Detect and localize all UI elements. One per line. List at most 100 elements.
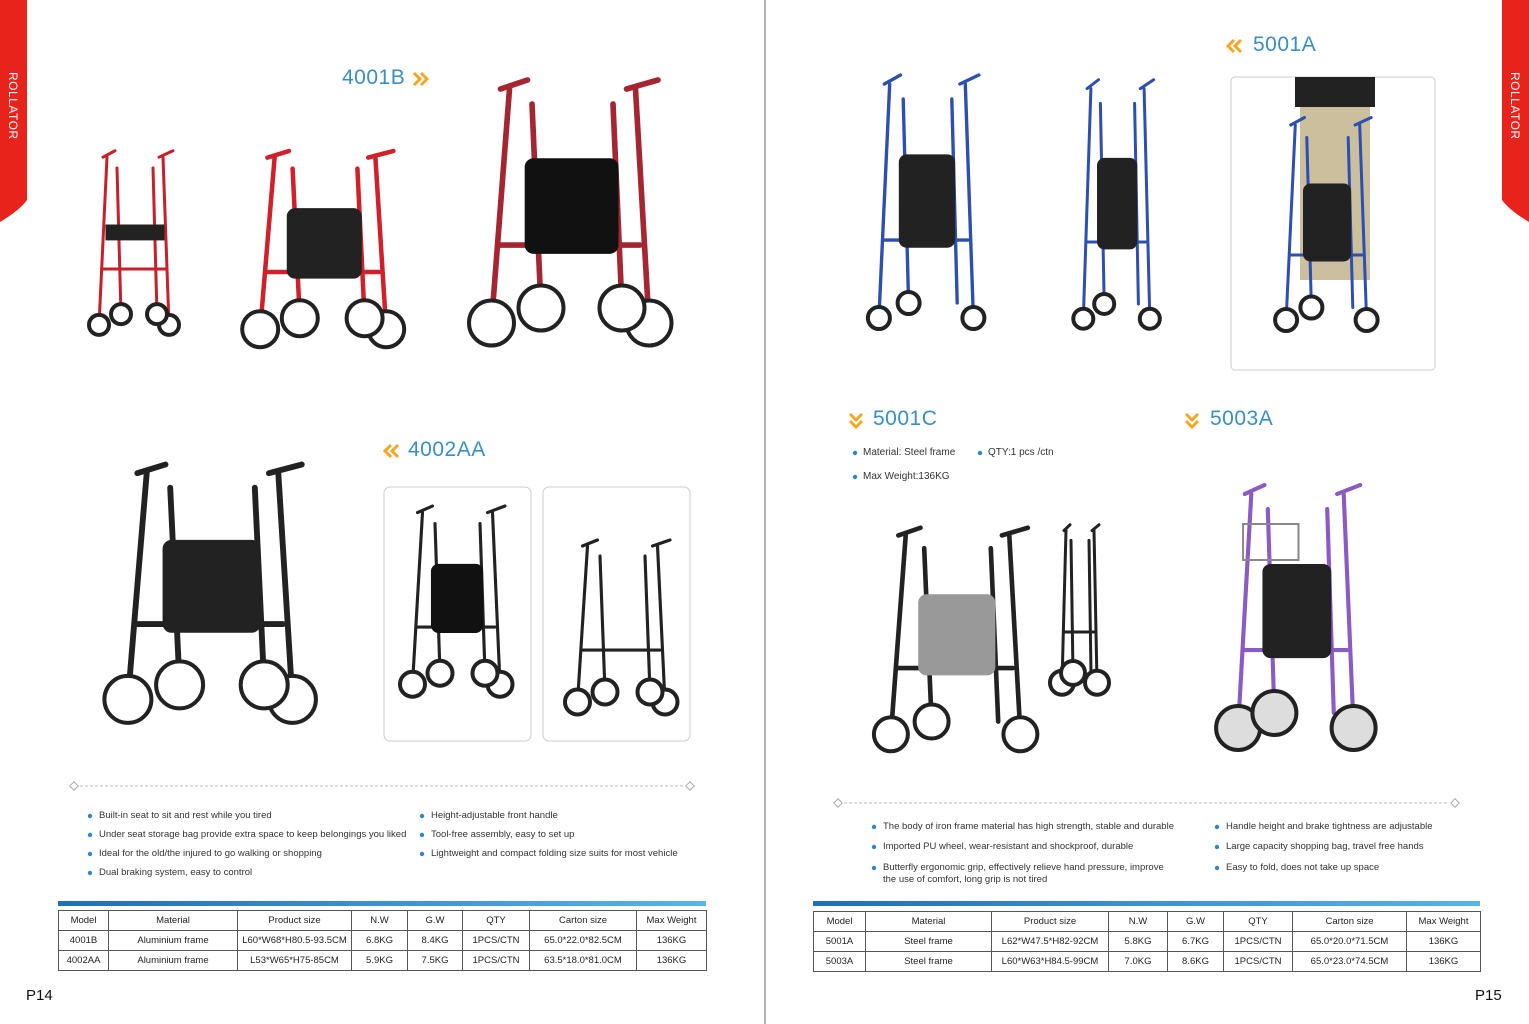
cell: 4001B — [58, 930, 109, 951]
cell: Aluminium frame — [108, 950, 238, 971]
frame — [265, 148, 292, 160]
cell: L60*W68*H80.5-93.5CM — [237, 930, 352, 951]
seat — [105, 224, 165, 241]
wheel — [279, 298, 320, 339]
wheel — [865, 305, 892, 331]
wheel — [1059, 658, 1087, 687]
model-label: 4002AA — [408, 438, 486, 461]
walker-illustration — [563, 538, 680, 717]
wheel — [563, 687, 592, 717]
wheel — [871, 715, 910, 754]
header-cell: Carton size — [529, 910, 637, 931]
cell: 4002AA — [58, 950, 109, 971]
frame — [958, 73, 981, 86]
frame — [1062, 523, 1072, 533]
page-number: P14 — [26, 987, 53, 1004]
wheel — [590, 677, 620, 707]
wheel — [1273, 307, 1300, 333]
header-cell: QTY — [1223, 911, 1293, 932]
cell: L62*W47.5*H82-92CM — [991, 931, 1109, 952]
model-label: 5001C — [873, 407, 938, 430]
frame — [1142, 87, 1152, 321]
feature-text: Ideal for the old/the injured to go walk… — [99, 848, 322, 859]
wheel — [109, 302, 133, 327]
frame — [1087, 538, 1093, 675]
wheel — [1329, 704, 1378, 752]
feature-text: Imported PU wheel, wear-resistant and sh… — [883, 841, 1134, 852]
walker-illustration — [398, 504, 515, 699]
bullet — [87, 832, 93, 838]
frame — [1353, 116, 1373, 127]
cell: 136KG — [636, 930, 707, 951]
bullet — [1214, 865, 1220, 871]
wheel — [1137, 306, 1162, 331]
wheel — [516, 283, 566, 333]
feature-text: Built-in seat to sit and rest while you … — [99, 810, 272, 821]
frame — [1081, 87, 1093, 321]
header-cell: Product size — [991, 911, 1109, 932]
bullet — [871, 865, 877, 871]
data-row: 4002AA Aluminium frame L53*W65*H75-85CM 5.9… — [58, 950, 707, 971]
wheel — [635, 677, 665, 707]
cell: 6.8KG — [351, 930, 408, 951]
bullet — [852, 474, 858, 480]
bullet — [871, 844, 877, 850]
wheel — [1250, 689, 1299, 737]
frame — [1006, 533, 1023, 737]
feature-text: Handle height and brake tightness are ad… — [1226, 821, 1433, 832]
walker-illustration — [240, 148, 407, 350]
frame — [877, 82, 892, 320]
bullet — [87, 870, 93, 876]
frame — [888, 533, 909, 737]
frame — [410, 511, 425, 686]
wheel — [238, 659, 290, 711]
header-cell: Material — [865, 911, 992, 932]
frame — [1358, 123, 1369, 322]
spec-table: Model Material Product size N.W G.W QTY Carton… — [813, 911, 1481, 972]
cell: 1PCS/CTN — [1223, 931, 1293, 952]
bullet — [87, 851, 93, 857]
frame — [575, 544, 590, 704]
bag — [162, 539, 261, 633]
walker-illustration — [871, 525, 1040, 754]
cell: 136KG — [1406, 951, 1481, 972]
bullet — [977, 450, 983, 456]
cell: 1PCS/CTN — [462, 950, 530, 971]
feature-text: Butterfly ergonomic grip, effectively re… — [883, 862, 1164, 885]
frame — [161, 155, 171, 327]
model-label: 4001B — [342, 66, 406, 89]
frame — [115, 166, 123, 316]
frame — [882, 73, 903, 86]
cell: 63.5*18.0*81.0CM — [529, 950, 637, 971]
frame — [598, 554, 607, 694]
frame — [415, 504, 435, 515]
walker-illustration — [87, 149, 181, 337]
cell: 5.8KG — [1108, 931, 1168, 952]
bullet — [1214, 844, 1220, 850]
bullet — [419, 813, 425, 819]
cell: 1PCS/CTN — [1223, 951, 1293, 972]
walker-illustration — [1214, 482, 1378, 752]
frame — [895, 525, 923, 538]
feature-text: Under seat storage bag provide extra spa… — [99, 829, 407, 840]
side-tab-bg — [1502, 0, 1529, 222]
side-tab-label: ROLLATOR — [1508, 72, 1522, 140]
cell: L60*W63*H84.5-99CM — [991, 951, 1109, 972]
cell: 65.0*23.0*74.5CM — [1292, 951, 1407, 972]
frame — [97, 155, 109, 327]
side-tab-label: ROLLATOR — [6, 72, 20, 140]
frame — [643, 554, 652, 694]
header-cell: G.W — [407, 910, 463, 931]
frame — [999, 525, 1031, 538]
person-shirt — [1295, 77, 1375, 107]
page-number: P15 — [1475, 987, 1502, 1004]
header-cell: QTY — [462, 910, 530, 931]
frame — [365, 148, 396, 160]
frame — [1090, 523, 1101, 533]
cell: 7.5KG — [407, 950, 463, 971]
frame — [1138, 78, 1156, 91]
cell: Steel frame — [865, 931, 992, 952]
frame — [623, 77, 661, 92]
